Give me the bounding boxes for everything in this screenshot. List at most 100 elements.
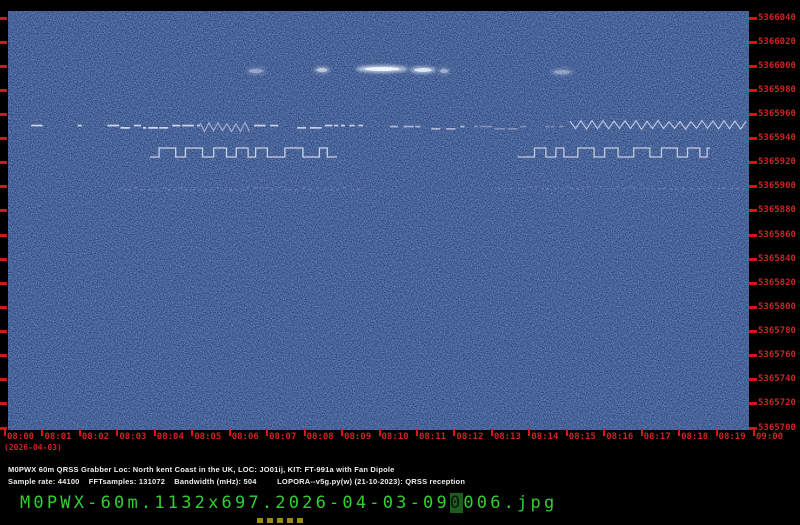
signal-traces (31, 65, 747, 191)
freq-tick-left (0, 40, 7, 44)
freq-tick-label: 5365980 (758, 84, 796, 95)
time-tick (341, 429, 344, 436)
time-tick-label: 08:18 (681, 432, 709, 442)
freq-tick-right (749, 354, 757, 358)
time-tick-label: 08:03 (119, 432, 147, 442)
terminal-cursor: 0 (449, 493, 464, 513)
time-tick-label: 08:08 (306, 432, 334, 442)
olive-marker (277, 518, 283, 523)
freq-tick-left (0, 305, 7, 309)
freq-tick-left (0, 209, 7, 213)
time-tick (753, 429, 755, 436)
freq-tick-left (0, 233, 7, 237)
freq-tick-label: 5365880 (758, 205, 796, 216)
freq-tick-left (0, 378, 7, 382)
spectrogram-plot (8, 11, 749, 430)
freq-tick-label: 5366040 (758, 12, 796, 23)
time-tick-label: 08:06 (231, 432, 259, 442)
freq-tick-right (749, 233, 757, 237)
freq-tick-right (749, 137, 757, 141)
freq-tick-right (749, 16, 757, 20)
time-tick (453, 429, 456, 436)
freq-tick-label: 5365700 (758, 422, 796, 433)
time-tick-label: 08:17 (643, 432, 671, 442)
grabber-info-line: M0PWX 60m QRSS Grabber Loc: North kent C… (8, 465, 395, 474)
time-tick-label: 08:13 (493, 432, 521, 442)
freq-tick-label: 5365800 (758, 301, 796, 312)
time-tick (153, 429, 156, 436)
freq-tick-label: 5365860 (758, 229, 796, 240)
filename-suffix: 006.jpg (463, 493, 558, 513)
freq-tick-right (749, 185, 757, 189)
freq-tick-left (0, 112, 7, 116)
freq-tick-label: 5365780 (758, 326, 796, 337)
freq-tick-right (749, 281, 757, 285)
freq-tick-right (749, 88, 757, 92)
freq-tick-label: 5366000 (758, 60, 796, 71)
freq-tick-label: 5365840 (758, 253, 796, 264)
time-tick-label: 08:09 (344, 432, 372, 442)
freq-tick-left (0, 281, 7, 285)
grabber-settings-line: Sample rate: 44100 FFTsamples: 131072 Ba… (8, 477, 466, 486)
freq-tick-right (749, 378, 757, 382)
time-tick (116, 429, 119, 436)
freq-tick-label: 5365720 (758, 398, 796, 409)
time-tick (565, 429, 568, 436)
freq-tick-left (0, 426, 7, 430)
freq-tick-right (749, 402, 757, 406)
time-tick (640, 429, 643, 436)
time-tick-label: 08:11 (418, 432, 447, 442)
freq-tick-left (0, 354, 7, 358)
time-tick-label: 08:01 (44, 432, 72, 442)
freq-tick-label: 5365920 (758, 157, 796, 168)
olive-marker (257, 518, 263, 523)
olive-marker (287, 518, 293, 523)
terminal-filename: M0PWX-60m.1132x697.2026-04-03-090006.jpg (20, 493, 557, 513)
olive-marker (297, 518, 303, 523)
freq-tick-label: 5365820 (758, 277, 796, 288)
time-tick (78, 429, 81, 436)
date-label: (2026-04-03) (4, 443, 62, 452)
freq-tick-left (0, 185, 7, 189)
time-tick-label: 08:02 (81, 432, 109, 442)
freq-tick-right (749, 257, 757, 261)
freq-tick-label: 5365740 (758, 374, 796, 385)
freq-tick-left (0, 137, 7, 141)
freq-tick-right (749, 112, 757, 116)
time-tick-label: 08:12 (456, 432, 484, 442)
freq-tick-left (0, 402, 7, 406)
freq-tick-label: 5366020 (758, 36, 796, 47)
spectrogram-canvas (8, 11, 749, 430)
time-tick-label: 08:04 (156, 432, 184, 442)
time-tick (41, 429, 44, 436)
time-tick (715, 429, 718, 436)
time-tick (490, 429, 493, 436)
freq-tick-right (749, 209, 757, 213)
time-tick (303, 429, 306, 436)
time-tick-label: 08:16 (606, 432, 634, 442)
freq-tick-left (0, 64, 7, 68)
time-tick-label: 08:00 (7, 432, 35, 442)
freq-tick-label: 5365940 (758, 133, 796, 144)
time-tick (678, 429, 681, 436)
freq-tick-right (749, 161, 757, 165)
freq-tick-right (749, 64, 757, 68)
time-tick (603, 429, 606, 436)
time-tick-label: 09:00 (756, 432, 784, 442)
time-tick (415, 429, 418, 436)
freq-tick-right (749, 40, 757, 44)
freq-tick-right (749, 330, 757, 334)
time-tick (528, 429, 531, 436)
freq-tick-label: 5365760 (758, 350, 796, 361)
time-tick-label: 08:14 (531, 432, 559, 442)
time-tick (191, 429, 194, 436)
freq-tick-label: 5365900 (758, 181, 796, 192)
freq-tick-label: 5365960 (758, 108, 796, 119)
freq-tick-left (0, 257, 7, 261)
olive-marker (267, 518, 273, 523)
freq-tick-right (749, 426, 757, 430)
time-tick-label: 08:05 (194, 432, 222, 442)
time-tick-label: 08:19 (718, 432, 746, 442)
time-tick (228, 429, 231, 436)
